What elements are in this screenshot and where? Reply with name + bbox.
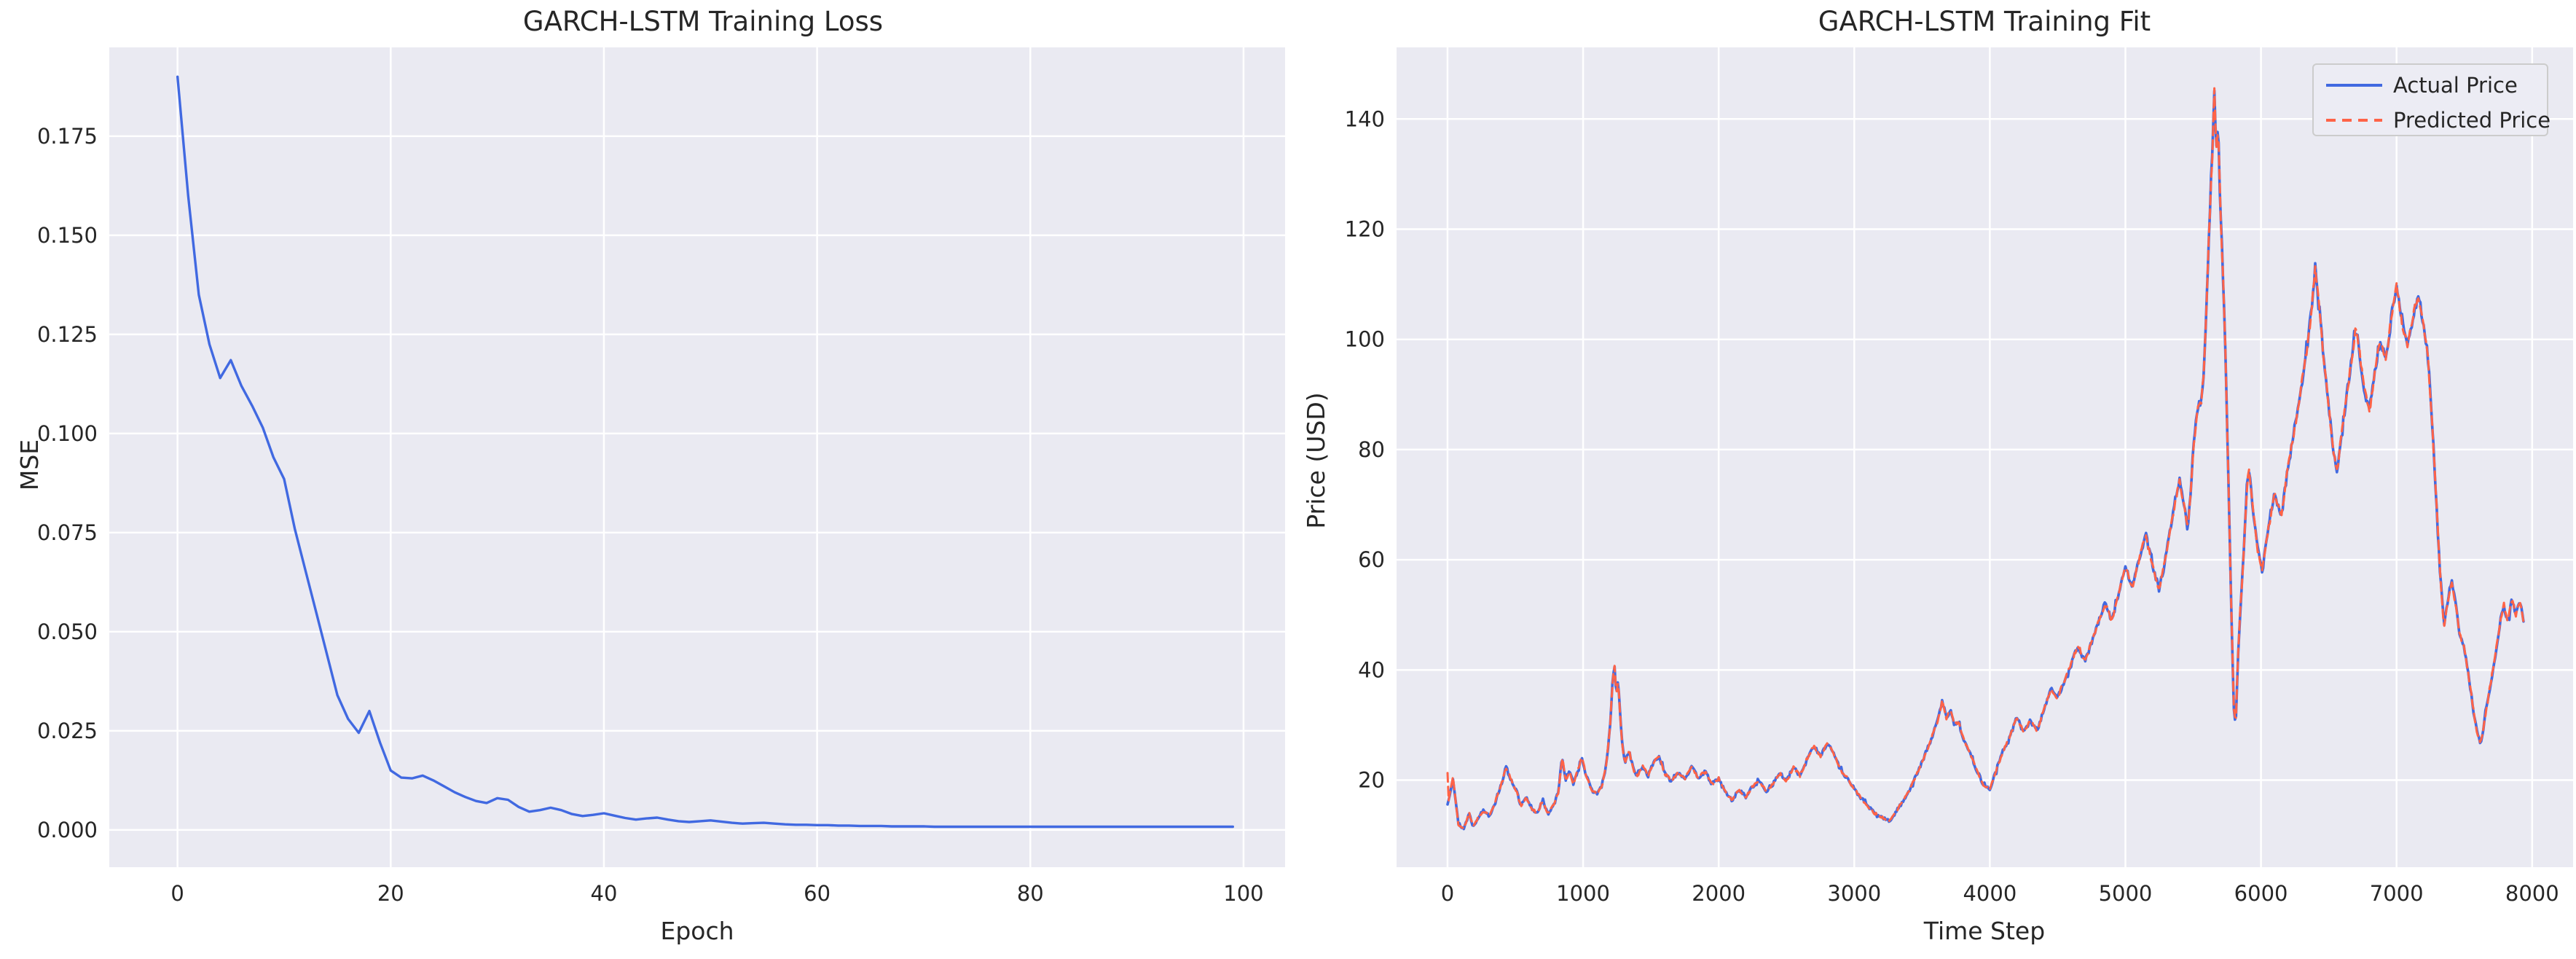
x-tick-label: 3000 [1827,881,1881,906]
x-tick-label: 100 [1223,881,1263,906]
loss-chart-title: GARCH-LSTM Training Loss [522,6,884,37]
y-tick-label: 0.050 [37,619,98,644]
x-tick-label: 1000 [1556,881,1610,906]
y-tick-label: 0.025 [37,719,98,743]
x-tick-label: 5000 [2099,881,2153,906]
fit-chart-title: GARCH-LSTM Training Fit [1818,6,2151,37]
x-tick-label: 0 [1441,881,1454,906]
predicted-price-line [1446,87,2525,830]
x-tick-label: 6000 [2234,881,2288,906]
x-tick-label: 8000 [2505,881,2559,906]
training-loss-line [176,75,1234,829]
x-tick-label: 7000 [2370,881,2424,906]
x-tick-label: 60 [804,881,830,906]
y-tick-label: 60 [1358,547,1385,572]
axes-background [109,47,1285,867]
legend-label: Actual Price [2393,73,2518,98]
y-tick-label: 0.175 [37,124,98,149]
y-tick-label: 140 [1345,106,1385,131]
y-tick-label: 100 [1345,327,1385,352]
fit-x-axis-label: Time Step [1923,917,2046,945]
y-tick-label: 0.075 [37,520,98,545]
x-tick-label: 20 [377,881,404,906]
x-tick-label: 4000 [1963,881,2017,906]
legend-box [2312,63,2548,136]
y-tick-label: 20 [1358,768,1385,793]
y-tick-label: 0.000 [37,818,98,842]
x-tick-label: 80 [1017,881,1044,906]
y-tick-label: 0.125 [37,322,98,347]
y-tick-label: 40 [1358,657,1385,682]
y-tick-label: 80 [1358,437,1385,462]
y-tick-label: 0.150 [37,223,98,248]
loss-y-axis-label: MSE [15,439,44,491]
x-tick-label: 0 [170,881,184,906]
legend-label: Predicted Price [2393,108,2551,133]
loss-x-axis-label: Epoch [660,917,734,945]
fit-y-axis-label: Price (USD) [1302,392,1330,529]
x-tick-label: 2000 [1692,881,1746,906]
y-tick-label: 120 [1345,216,1385,241]
axes-background [1397,47,2573,867]
y-tick-label: 0.100 [37,421,98,446]
x-tick-label: 40 [591,881,618,906]
